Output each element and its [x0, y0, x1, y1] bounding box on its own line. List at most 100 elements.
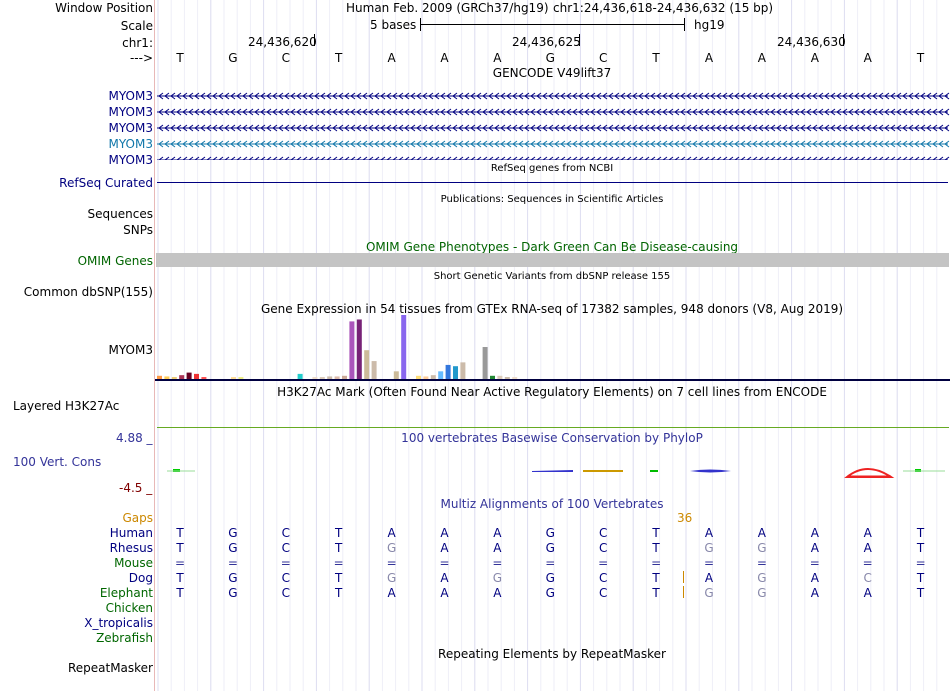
gtex-bar [482, 347, 488, 379]
strand-arrow [206, 156, 212, 160]
strand-arrow [794, 156, 800, 160]
strand-arrow [566, 156, 572, 160]
phylop-label[interactable]: 100 Vert. Cons [13, 455, 102, 469]
species-label[interactable]: Human [109, 526, 153, 540]
gencode-track-label[interactable]: MYOM3 [108, 89, 153, 103]
species-label[interactable]: Rhesus [109, 541, 153, 555]
alignment-base: G [545, 541, 555, 555]
strand-arrow [560, 124, 566, 132]
strand-arrow [614, 108, 620, 116]
gtex-bar [194, 373, 199, 379]
strand-arrow [662, 156, 668, 160]
gencode-transcripts[interactable] [155, 80, 950, 160]
strand-arrow [164, 92, 170, 100]
omim-title: OMIM Gene Phenotypes - Dark Green Can Be… [365, 240, 739, 254]
strand-arrow [788, 140, 794, 148]
strand-arrow [182, 92, 188, 100]
strand-arrow [308, 156, 314, 160]
alignment-base: T [176, 541, 184, 555]
species-label[interactable]: X_tropicalis [84, 616, 153, 630]
window-position-label: Window Position [55, 1, 153, 15]
strand-arrow [506, 124, 512, 132]
strand-arrow [212, 156, 218, 160]
strand-arrow [296, 108, 302, 116]
strand-arrow [428, 156, 434, 160]
strand-arrow [476, 92, 482, 100]
strand-arrow [656, 156, 662, 160]
strand-arrow [596, 92, 602, 100]
strand-arrow [494, 92, 500, 100]
coords-text: chr1:24,436,618-24,436,632 (15 bp) [553, 1, 774, 15]
strand-arrow [560, 108, 566, 116]
species-label[interactable]: Mouse [114, 556, 153, 570]
alignment-base: A [810, 571, 819, 585]
strand-arrow [626, 156, 632, 160]
pubs-snps-label[interactable]: SNPs [123, 223, 153, 237]
repeatmasker-label[interactable]: RepeatMasker [67, 661, 153, 675]
gencode-track-label[interactable]: MYOM3 [108, 105, 153, 119]
strand-arrow [392, 140, 398, 148]
gtex-expression-chart[interactable] [155, 314, 950, 382]
alignment-base: T [176, 586, 184, 600]
strand-arrow [326, 124, 332, 132]
strand-arrow [356, 92, 362, 100]
strand-arrow [266, 156, 272, 160]
strand-arrow [860, 140, 866, 148]
strand-arrow [272, 92, 278, 100]
alignment-base: = [439, 556, 450, 570]
gtex-bar [201, 377, 207, 379]
strand-arrow [308, 92, 314, 100]
omim-label[interactable]: OMIM Genes [77, 254, 153, 268]
species-label[interactable]: Zebrafish [96, 631, 153, 645]
strand-arrow [800, 156, 806, 160]
gtex-bar [334, 376, 340, 379]
strand-arrow [230, 156, 236, 160]
strand-arrow [560, 140, 566, 148]
phylop-blue-block-1 [532, 470, 573, 472]
strand-arrow [494, 108, 500, 116]
h3k27ac-label[interactable]: Layered H3K27Ac [13, 399, 120, 413]
gencode-track-label[interactable]: MYOM3 [108, 153, 153, 167]
strand-arrow [728, 156, 734, 160]
gencode-track-label[interactable]: MYOM3 [108, 137, 153, 151]
repeatmasker-title: Repeating Elements by RepeatMasker [438, 647, 666, 661]
dna-base: T [335, 51, 343, 65]
omim-gene-bar[interactable] [156, 253, 949, 267]
dbsnp-label[interactable]: Common dbSNP(155) [23, 285, 153, 299]
alignment-base: G [545, 526, 555, 540]
strand-arrow [572, 124, 578, 132]
strand-arrow [704, 108, 710, 116]
strand-arrow [380, 156, 386, 160]
strand-arrow [230, 92, 236, 100]
alignment-base: A [863, 541, 872, 555]
h3k27ac-title: H3K27Ac Mark (Often Found Near Active Re… [277, 385, 827, 399]
refseq-gene-line[interactable] [157, 182, 948, 183]
gencode-track-label[interactable]: MYOM3 [108, 121, 153, 135]
strand-arrow [776, 140, 782, 148]
strand-arrow [758, 108, 764, 116]
strand-arrow [746, 140, 752, 148]
strand-arrow [350, 156, 356, 160]
species-label[interactable]: Dog [128, 571, 153, 585]
refseq-label[interactable]: RefSeq Curated [59, 176, 153, 190]
gtex-label[interactable]: MYOM3 [108, 343, 153, 357]
alignment-base: T [916, 526, 925, 540]
gtex-bar [238, 377, 244, 379]
strand-arrow [590, 140, 596, 148]
gaps-label[interactable]: Gaps [122, 511, 153, 525]
strand-arrow [158, 92, 164, 100]
scale-bar-left-tick [420, 18, 421, 31]
pubs-sequences-label[interactable]: Sequences [87, 207, 153, 221]
strand-arrow [824, 108, 830, 116]
strand-arrow [212, 108, 218, 116]
strand-arrow [290, 108, 296, 116]
strand-arrow [422, 108, 428, 116]
gtex-bar [179, 375, 185, 379]
strand-arrow [212, 124, 218, 132]
strand-arrow [908, 124, 914, 132]
species-label[interactable]: Elephant [99, 586, 153, 600]
alignment-base: = [227, 556, 238, 570]
phylop-plot[interactable] [155, 461, 950, 481]
species-label[interactable]: Chicken [105, 601, 153, 615]
gap-marker-1 [683, 571, 684, 583]
